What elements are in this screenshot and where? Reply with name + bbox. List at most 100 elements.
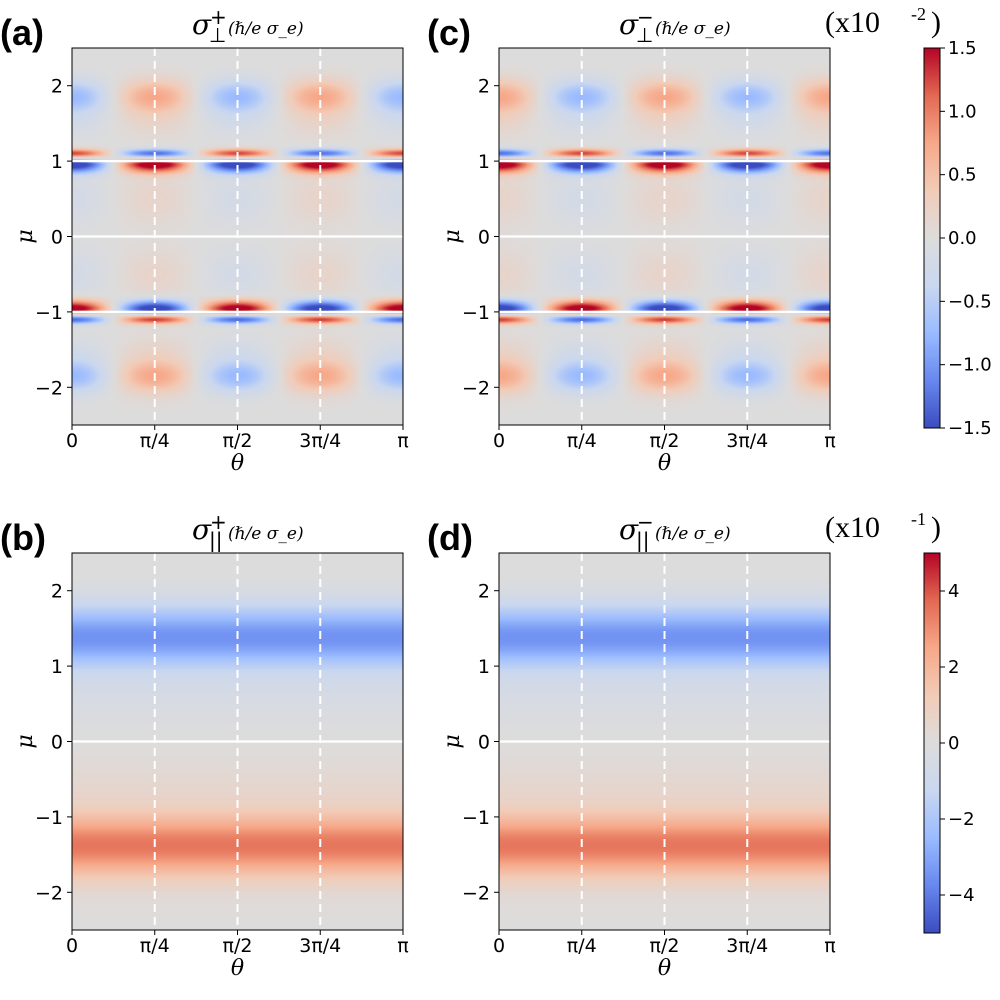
y-tick-label: −2	[35, 882, 63, 904]
panel-d: 0 π/4 π/2 3π/4 π 2 1 0 −1 −2 θ μ (d) σ−|| (ℏ/e σ_e)	[427, 510, 836, 981]
y-tick-label: −2	[462, 882, 490, 904]
title-unit: (ℏ/e σ_e)	[655, 524, 731, 544]
x-tick-label: π/4	[140, 430, 170, 452]
x-tick-label: π/4	[140, 935, 170, 957]
y-tick-label: 0	[478, 732, 490, 754]
y-tick-label: −2	[35, 377, 63, 399]
title-unit: (ℏ/e σ_e)	[228, 19, 304, 39]
panel-a: 0 π/4 π/2 3π/4 π 2 1 0 −1 −2 θ μ (a) σ+⊥ (ℏ/e σ_e)	[0, 5, 409, 476]
panel-title: σ−⊥ (ℏ/e σ_e)	[619, 5, 731, 47]
colorbar-close-paren: )	[931, 511, 941, 544]
title-superscript: +	[210, 5, 227, 29]
colorbar-tick-label: −1.5	[948, 418, 992, 439]
x-axis-label: θ	[658, 451, 671, 476]
y-axis-label: μ	[13, 734, 38, 748]
title-superscript: −	[637, 510, 654, 534]
colorbar-close-paren: )	[931, 6, 941, 39]
title-subscript: ⊥	[636, 23, 653, 47]
x-tick-label: 3π/4	[726, 430, 768, 452]
panel-title: σ+|| (ℏ/e σ_e)	[192, 510, 304, 552]
colorbar-tick-label: −0.5	[948, 291, 992, 312]
y-tick-label: 0	[478, 227, 490, 249]
x-tick-label: 3π/4	[299, 935, 341, 957]
y-tick-label: 1	[51, 151, 63, 173]
colorbar-tick-label: 0.0	[948, 228, 977, 249]
plot-frame	[498, 47, 831, 426]
panel-title: σ−|| (ℏ/e σ_e)	[619, 510, 731, 552]
panel-label: (a)	[0, 12, 44, 53]
colorbar-multiplier: (x10	[825, 511, 880, 544]
colorbar-tick-label: −4	[948, 885, 975, 906]
y-tick-label: −2	[462, 377, 490, 399]
x-tick-label: π/4	[567, 935, 597, 957]
y-tick-label: 0	[51, 227, 63, 249]
y-tick-label: 1	[478, 151, 490, 173]
title-subscript: ||	[636, 528, 649, 552]
x-tick-label: π	[397, 935, 408, 957]
colorbar-tick-label: 4	[948, 581, 959, 602]
y-tick-label: 2	[478, 581, 490, 603]
colorbar-exponent: -2	[911, 4, 926, 24]
x-tick-label: π/2	[650, 430, 680, 452]
plot-frame	[71, 552, 404, 931]
colorbar-tick-label: −1.0	[948, 355, 992, 376]
colorbar-exponent: -1	[911, 509, 926, 529]
panel-b: 0 π/4 π/2 3π/4 π 2 1 0 −1 −2 θ μ (b) σ+|| (ℏ/e σ_e)	[0, 510, 409, 981]
panel-label: (d)	[427, 517, 473, 558]
x-tick-label: π/2	[223, 430, 253, 452]
x-tick-label: 3π/4	[726, 935, 768, 957]
colorbar-bottom: 4 2 0 −2 −4 (x10 -1)	[825, 509, 975, 934]
x-axis-label: θ	[231, 451, 244, 476]
panel-label: (c)	[427, 12, 471, 53]
title-symbol: σ	[619, 513, 639, 546]
title-symbol: σ	[192, 8, 212, 41]
x-axis-label: θ	[231, 956, 244, 981]
y-axis-label: μ	[440, 229, 465, 243]
colorbar-tick-label: 1.5	[948, 38, 977, 59]
y-tick-label: 1	[51, 656, 63, 678]
plot-frame	[498, 552, 831, 931]
y-tick-label: 1	[478, 656, 490, 678]
colorbar-multiplier: (x10	[825, 6, 880, 39]
x-tick-label: π/2	[223, 935, 253, 957]
x-tick-label: 0	[66, 430, 78, 452]
title-subscript: ⊥	[209, 23, 226, 47]
x-axis-label: θ	[658, 956, 671, 981]
y-tick-label: 2	[51, 581, 63, 603]
title-symbol: σ	[619, 8, 639, 41]
x-tick-label: π/2	[650, 935, 680, 957]
colorbar-tick-label: 0.5	[948, 165, 977, 186]
colorbar-tick-label: 1.0	[948, 101, 977, 122]
panel-title: σ+⊥ (ℏ/e σ_e)	[192, 5, 304, 47]
y-axis-label: μ	[13, 229, 38, 243]
colorbar-gradient	[923, 552, 941, 934]
panel-c: 0 π/4 π/2 3π/4 π 2 1 0 −1 −2 θ μ (c) σ−⊥ (ℏ/e σ_e)	[427, 5, 836, 476]
x-tick-label: π	[397, 430, 408, 452]
y-axis-label: μ	[440, 734, 465, 748]
colorbar-top: 1.5 1.0 0.5 0.0 −0.5 −1.0 −1.5 (x10 -2)	[825, 4, 992, 439]
title-superscript: +	[210, 510, 227, 534]
colorbar-gradient	[923, 47, 941, 429]
x-tick-label: 0	[66, 935, 78, 957]
y-tick-label: −1	[35, 302, 63, 324]
y-tick-label: 2	[51, 76, 63, 98]
y-tick-label: 0	[51, 732, 63, 754]
x-tick-label: 0	[493, 430, 505, 452]
colorbar-tick-label: 0	[948, 733, 959, 754]
title-unit: (ℏ/e σ_e)	[655, 19, 731, 39]
y-tick-label: 2	[478, 76, 490, 98]
title-superscript: −	[637, 5, 654, 29]
x-tick-label: 3π/4	[299, 430, 341, 452]
plot-frame	[71, 47, 404, 426]
x-tick-label: π	[824, 935, 835, 957]
x-tick-label: π	[824, 430, 835, 452]
title-symbol: σ	[192, 513, 212, 546]
y-tick-label: −1	[35, 807, 63, 829]
y-tick-label: −1	[462, 302, 490, 324]
title-unit: (ℏ/e σ_e)	[228, 524, 304, 544]
x-tick-label: π/4	[567, 430, 597, 452]
panel-label: (b)	[0, 517, 46, 558]
colorbar-tick-label: 2	[948, 657, 959, 678]
colorbar-tick-label: −2	[948, 809, 975, 830]
